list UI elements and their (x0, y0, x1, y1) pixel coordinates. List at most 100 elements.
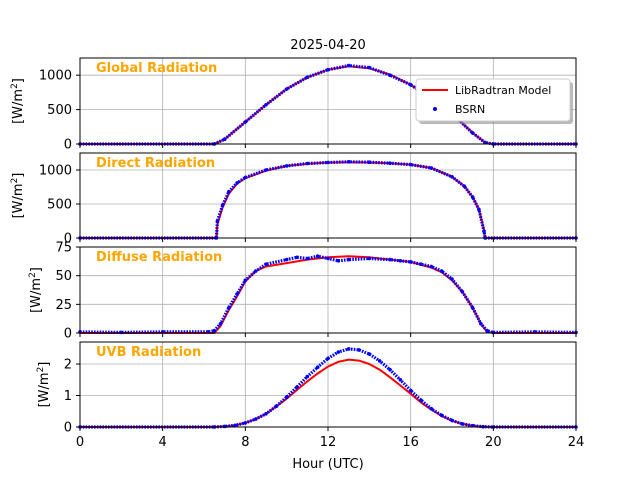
data-point-bsrn (450, 277, 454, 281)
series-line-bsrn (80, 63, 576, 146)
panel-title: Global Radiation (96, 61, 217, 76)
data-point-bsrn (462, 184, 467, 189)
data-point-bsrn (470, 306, 475, 310)
data-point-bsrn (305, 374, 310, 379)
data-point-bsrn (215, 219, 220, 223)
y-axis-label: [W/m2] (36, 362, 52, 408)
x-tick-label: 24 (568, 435, 585, 450)
data-point-bsrn (408, 162, 413, 167)
data-point-bsrn (220, 203, 225, 208)
data-point-bsrn (408, 83, 413, 87)
data-point-bsrn (408, 388, 413, 393)
data-point-bsrn (439, 269, 444, 273)
data-point-bsrn (326, 256, 330, 261)
data-point-bsrn (429, 166, 434, 170)
data-point-bsrn (284, 87, 289, 91)
data-point-bsrn (253, 417, 258, 421)
x-tick-label: 8 (241, 435, 249, 450)
data-point-bsrn (429, 406, 434, 411)
data-point-bsrn (357, 348, 361, 352)
data-point-bsrn (284, 164, 289, 168)
data-point-bsrn (243, 278, 248, 283)
y-axis-label: [W/m2] (10, 78, 26, 124)
data-point-bsrn (388, 161, 392, 165)
y-tick-label: 50 (55, 269, 72, 284)
data-point-bsrn (439, 413, 444, 418)
data-point-bsrn (305, 161, 310, 166)
y-tick-label: 0 (64, 327, 72, 342)
data-point-bsrn (460, 422, 465, 426)
x-axis-label: Hour (UTC) (292, 457, 363, 472)
data-point-bsrn (388, 367, 392, 372)
data-point-bsrn (233, 423, 237, 428)
data-point-bsrn (284, 395, 289, 399)
series-line-bsrn (79, 254, 577, 335)
series-line-bsrn (80, 347, 576, 429)
y-axis-label: [W/m2] (10, 173, 26, 219)
data-point-bsrn (367, 65, 372, 70)
legend-box (415, 78, 571, 122)
data-point-bsrn (315, 254, 320, 258)
data-point-bsrn (419, 398, 423, 403)
data-point-bsrn (218, 322, 223, 326)
y-tick-label: 0 (64, 421, 72, 436)
data-point-bsrn (460, 289, 465, 294)
x-tick-label: 20 (485, 435, 502, 450)
y-tick-label: 25 (55, 298, 72, 313)
x-tick-label: 0 (76, 435, 84, 450)
data-point-bsrn (450, 418, 454, 423)
series-line-model (80, 255, 576, 334)
data-point-bsrn (367, 256, 372, 261)
data-point-bsrn (264, 168, 268, 172)
data-point-bsrn (295, 385, 299, 389)
y-tick-label: 0 (64, 232, 72, 247)
data-point-bsrn (235, 181, 239, 185)
legend: LibRadtran Model BSRN (415, 78, 573, 124)
data-point-bsrn (243, 175, 248, 180)
data-point-bsrn (346, 347, 351, 351)
legend-label-model: LibRadtran Model (455, 84, 551, 97)
data-point-bsrn (264, 412, 268, 416)
data-point-bsrn (315, 365, 320, 370)
data-point-bsrn (470, 131, 475, 135)
y-tick-label: 0 (64, 138, 72, 153)
data-point-bsrn (336, 350, 341, 354)
data-point-bsrn (388, 257, 392, 262)
panel-title: UVB Radiation (96, 345, 201, 360)
y-tick-label: 1000 (39, 69, 72, 84)
y-axis-label: [W/m2] (28, 267, 44, 313)
data-point-bsrn (346, 257, 351, 262)
data-point-bsrn (336, 259, 341, 263)
y-tick-label: 75 (55, 241, 72, 256)
data-point-bsrn (326, 160, 330, 165)
panel-1: 0 500 1000 Global Radiation [W/m2] (10, 57, 578, 153)
data-point-bsrn (274, 404, 279, 409)
data-point-bsrn (222, 137, 227, 141)
data-point-bsrn (367, 160, 372, 164)
data-point-bsrn (326, 356, 330, 361)
panel-2: 0 500 1000 Direct Radiation [W/m2] (10, 152, 578, 247)
data-point-bsrn (284, 257, 289, 262)
data-point-bsrn (235, 292, 239, 296)
data-point-bsrn (243, 120, 248, 124)
data-point-bsrn (346, 63, 351, 68)
data-point-bsrn (346, 160, 351, 164)
data-point-bsrn (377, 359, 382, 363)
panel-3: 0 25 50 75 Diffuse Radiation [W/m2] (28, 241, 578, 342)
data-point-bsrn (264, 103, 268, 107)
x-tick-label: 12 (320, 435, 337, 450)
y-tick-label: 1 (64, 389, 72, 404)
chart-title: 2025-04-20 (290, 38, 366, 53)
panel-title: Direct Radiation (96, 156, 215, 171)
y-tick-label: 500 (47, 198, 72, 213)
data-point-bsrn (212, 328, 217, 333)
data-point-bsrn (119, 330, 124, 335)
data-point-bsrn (243, 421, 248, 425)
data-point-bsrn (222, 424, 227, 429)
data-point-bsrn (398, 259, 403, 263)
x-tick-label: 16 (402, 435, 419, 450)
data-point-bsrn (388, 73, 392, 77)
